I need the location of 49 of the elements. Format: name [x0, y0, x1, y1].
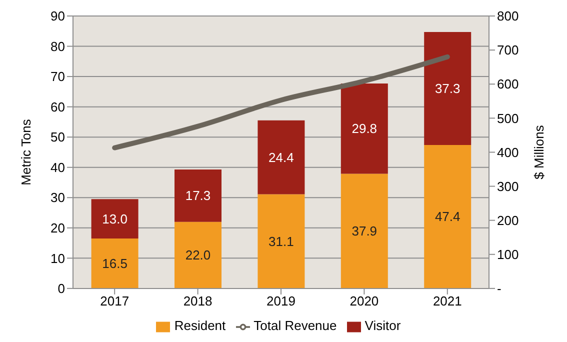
y-tick-label: 70 [50, 69, 65, 84]
y2-tick-label: 300 [497, 178, 519, 194]
legend-label: Resident [174, 318, 226, 334]
data-label: 22.0 [185, 248, 211, 263]
bar [174, 222, 222, 288]
y-tick-label: 80 [50, 38, 65, 54]
legend-label: Visitor [364, 318, 401, 334]
y-tick-label: 10 [50, 250, 65, 266]
x-tick-label: 2017 [100, 294, 130, 309]
bar [91, 238, 138, 288]
data-label: 13.0 [102, 211, 128, 226]
y-axis-title: Metric Tons [18, 118, 34, 186]
data-label: 16.5 [102, 256, 128, 271]
y-tick-label: 40 [50, 160, 65, 175]
y2-tick-label: 800 [497, 8, 519, 24]
y2-tick-label: 200 [497, 212, 519, 228]
bar [424, 32, 472, 145]
x-tick-label: 2021 [432, 294, 462, 309]
y2-axis-title: $ Millions [532, 124, 547, 180]
bar [174, 169, 222, 222]
bar [424, 144, 472, 288]
y-tick-label: 30 [50, 190, 65, 206]
y-tick-label: 60 [50, 99, 65, 114]
data-label: 47.4 [434, 209, 460, 224]
y2-tick-label: 600 [497, 76, 519, 92]
bar [340, 84, 388, 174]
x-tick-label: 2018 [183, 294, 212, 309]
y-tick-label: 20 [50, 220, 65, 236]
bar [258, 120, 305, 194]
data-label: 31.1 [268, 234, 294, 249]
bar [258, 194, 305, 288]
data-label: 24.4 [268, 150, 294, 165]
x-tick-label: 2020 [350, 294, 379, 309]
y2-tick-label: 500 [497, 110, 519, 126]
bar [91, 199, 138, 238]
data-label: 29.8 [352, 121, 378, 136]
y2-tick-label: 700 [497, 42, 519, 58]
bar [340, 174, 388, 288]
y2-tick-label: 400 [497, 144, 519, 160]
y-tick-label: 50 [50, 130, 65, 145]
y-tick-label: 0 [58, 281, 65, 296]
data-label: 37.9 [352, 224, 378, 239]
data-label: 17.3 [185, 188, 211, 204]
x-tick-label: 2019 [266, 294, 296, 309]
y2-tick-label: 100 [497, 247, 519, 262]
legend-label: Total Revenue [254, 318, 337, 334]
data-label: 37.3 [434, 81, 460, 96]
y-tick-label: 90 [50, 8, 65, 24]
y2-tick-label: - [497, 281, 502, 296]
